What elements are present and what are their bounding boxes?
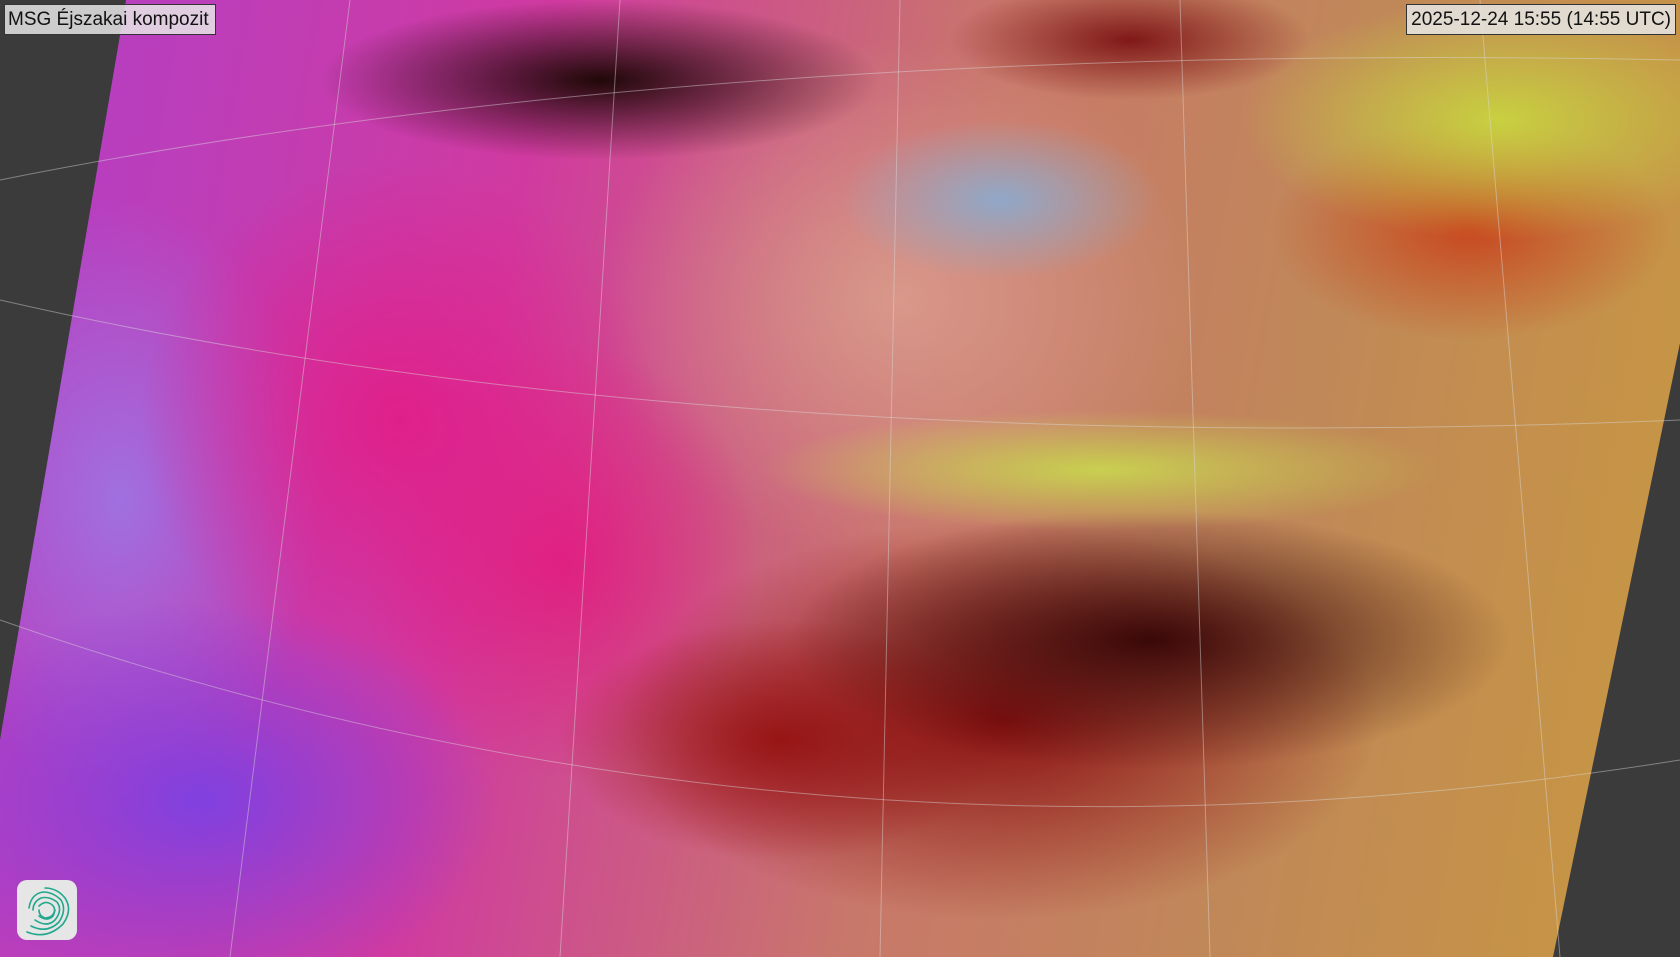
parallel-line <box>0 57 1680 181</box>
product-title-label: MSG Éjszakai kompozit <box>4 4 216 35</box>
meridian-line <box>879 0 901 957</box>
parallel-line <box>0 299 1680 429</box>
meridian-line <box>229 0 351 957</box>
parallel-line <box>0 619 1680 808</box>
spiral-logo-icon <box>17 880 77 940</box>
meridian-line <box>1179 0 1211 957</box>
meridian-line <box>559 0 621 957</box>
meridian-line <box>1479 0 1561 957</box>
timestamp-label: 2025-12-24 15:55 (14:55 UTC) <box>1406 4 1676 35</box>
